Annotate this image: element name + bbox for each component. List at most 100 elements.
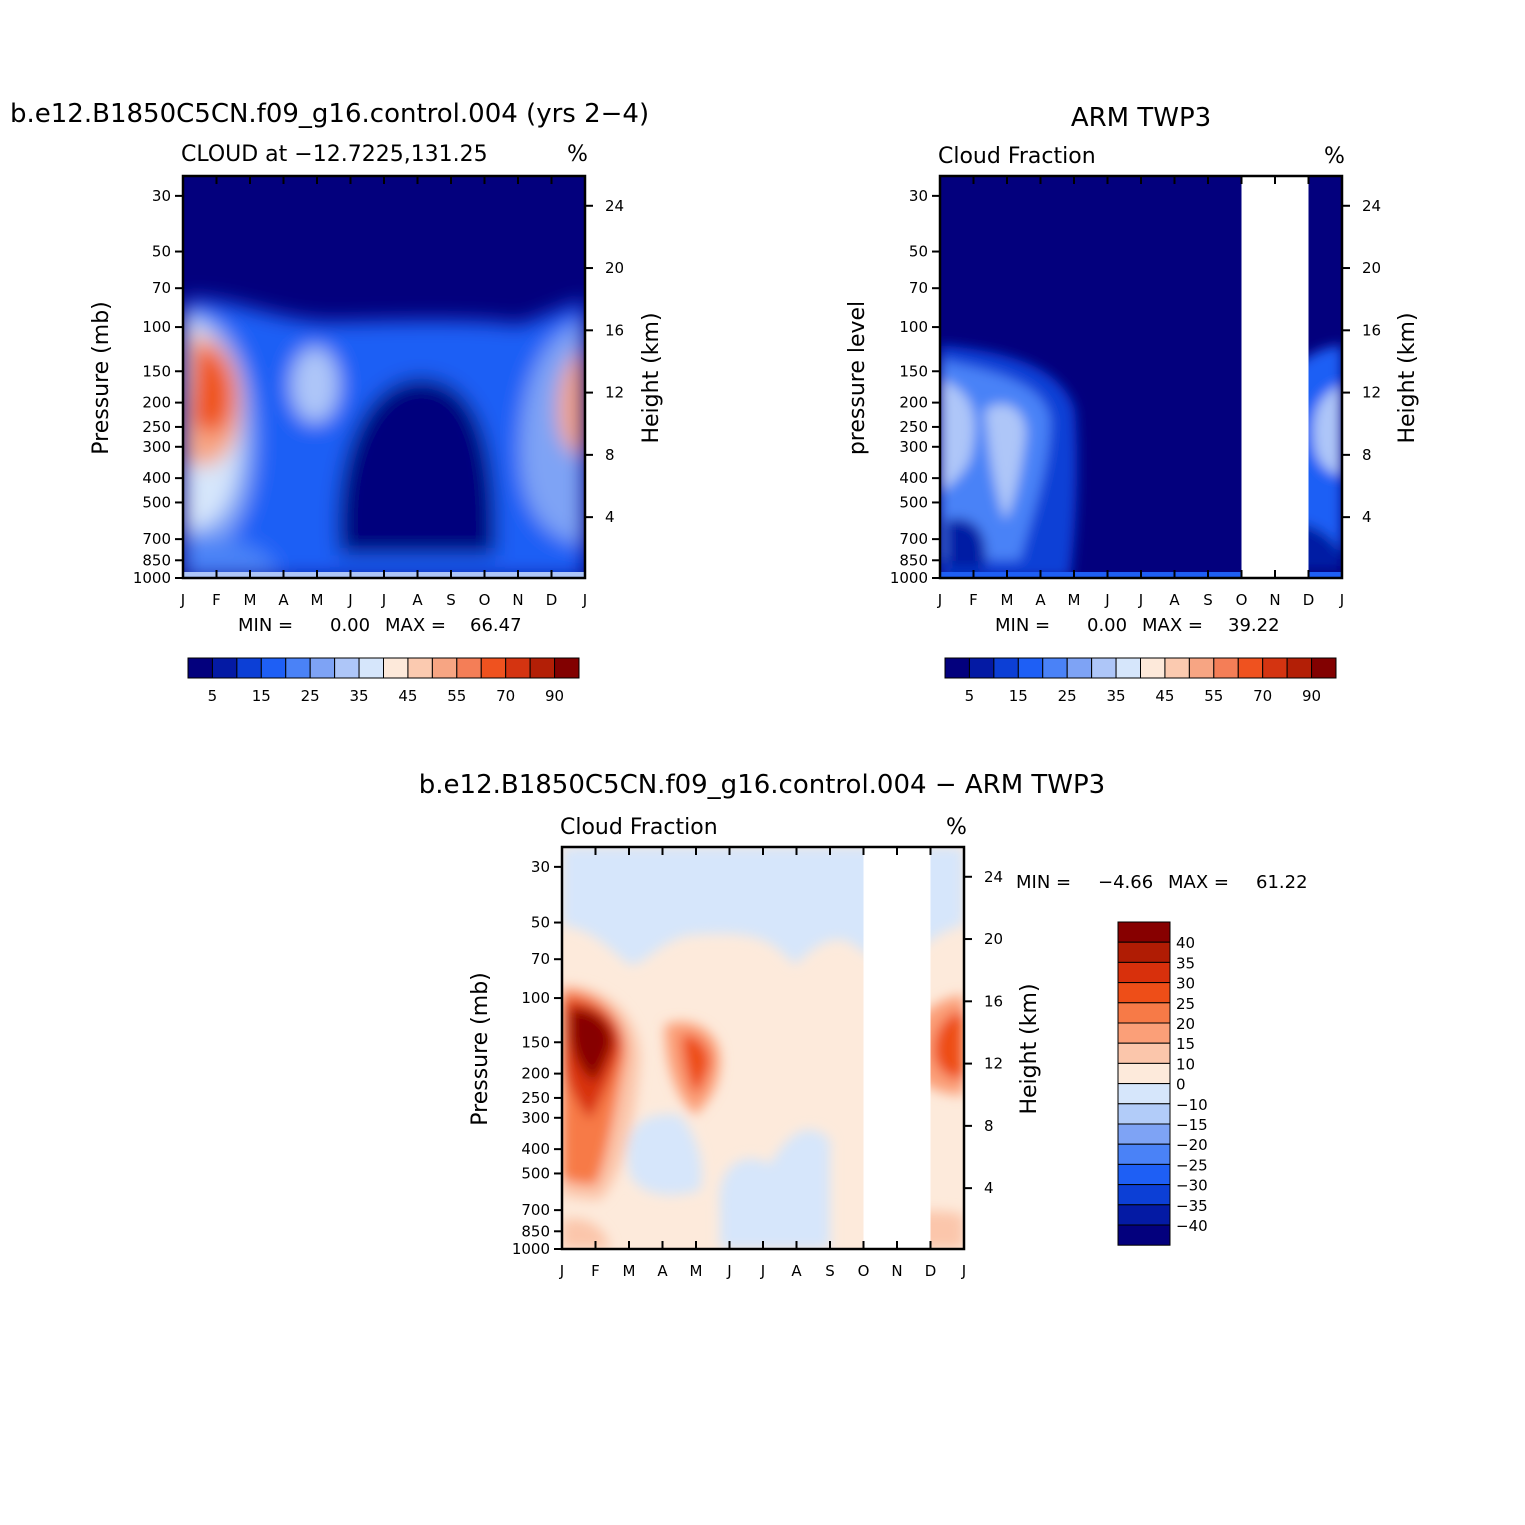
panel-obs-field (940, 176, 1342, 578)
panel-model-min-label: MIN = (238, 615, 293, 636)
colorbar-swatch (1286, 657, 1313, 679)
y-tick-label: 30 (152, 187, 171, 205)
field-region-darkred-left (570, 1009, 613, 1082)
colorbar-swatch (1115, 657, 1141, 679)
x-tick-label: A (1169, 591, 1180, 609)
field-region-light-mid (291, 347, 339, 423)
colorbar-label: −15 (1176, 1116, 1208, 1134)
x-tick-label: A (657, 1262, 668, 1280)
y-right-tick-label: 4 (1362, 508, 1372, 526)
panel-model-colorbar: 5 15 25 35 45 55 70 90 (187, 657, 580, 705)
y-tick-label: 30 (531, 858, 550, 876)
x-tick-label: S (446, 591, 456, 609)
y-tick-label: 100 (142, 318, 171, 336)
colorbar-swatch (1117, 1224, 1171, 1246)
x-tick-label: J (1339, 591, 1344, 609)
x-tick-label: J (559, 1262, 564, 1280)
panel-obs-axes: J F M A M J J A S O N D J 30 50 70 100 150 200 250 300 400 500… (890, 176, 1381, 609)
colorbar-label: 70 (496, 687, 515, 705)
colorbar-swatch (1117, 1163, 1171, 1186)
colorbar-swatch (1117, 1143, 1171, 1165)
x-tick-label: N (512, 591, 523, 609)
x-tick-label: O (479, 591, 491, 609)
x-tick-label: O (1236, 591, 1248, 609)
colorbar-label: 90 (545, 687, 564, 705)
colorbar-label: 15 (1176, 1035, 1195, 1053)
panel-model-min-value: 0.00 (330, 615, 370, 636)
colorbar-label: 45 (1155, 687, 1174, 705)
x-tick-label: J (180, 591, 185, 609)
colorbar-swatch (407, 657, 433, 679)
colorbar-label: 30 (1176, 975, 1195, 993)
colorbar-swatch (968, 657, 995, 679)
field-region-light-right (1313, 385, 1342, 475)
panel-obs-min-value: 0.00 (1087, 615, 1127, 636)
x-tick-label: A (791, 1262, 802, 1280)
colorbar-label: 45 (398, 687, 417, 705)
y-tick-label: 200 (521, 1065, 550, 1083)
x-tick-label: M (244, 591, 257, 609)
x-tick-label: N (891, 1262, 902, 1280)
y-right-tick-label: 24 (984, 868, 1003, 886)
colorbar-swatch (1237, 657, 1264, 679)
x-tick-label: J (381, 591, 386, 609)
colorbar-swatch (1117, 941, 1171, 963)
colorbar-swatch (1117, 1184, 1171, 1206)
x-tick-label: O (858, 1262, 870, 1280)
y-tick-label: 1000 (890, 569, 928, 587)
y-right-tick-label: 24 (605, 197, 624, 215)
y-tick-label: 850 (142, 551, 171, 569)
field-region-negative-low (719, 1129, 830, 1249)
y-tick-label: 700 (899, 530, 928, 548)
colorbar-label: −10 (1176, 1096, 1208, 1114)
panel-obs-max-value: 39.22 (1228, 615, 1280, 636)
y-tick-label: 400 (521, 1140, 550, 1158)
y-tick-label: 500 (521, 1164, 550, 1182)
panel-model-max-label: MAX = (385, 615, 446, 636)
y-right-tick-label: 20 (605, 259, 624, 277)
colorbar-swatch (1117, 1022, 1171, 1044)
panel-diff-title: b.e12.B1850C5CN.f09_g16.control.004 − AR… (419, 770, 1105, 800)
x-tick-label: F (212, 591, 221, 609)
colorbar-swatch (1117, 1042, 1171, 1064)
colorbar-label: 15 (252, 687, 271, 705)
panel-obs-min-label: MIN = (995, 615, 1050, 636)
y-right-tick-label: 8 (605, 446, 615, 464)
panel-diff-ylabel-right: Height (km) (1017, 983, 1042, 1114)
colorbar-swatch (358, 657, 384, 679)
y-right-tick-label: 16 (984, 992, 1003, 1010)
x-tick-label: S (1203, 591, 1213, 609)
colorbar-swatch (1117, 1204, 1171, 1226)
panel-model-field (183, 176, 585, 578)
colorbar-label: 90 (1302, 687, 1321, 705)
colorbar-label: 10 (1176, 1055, 1195, 1073)
colorbar-swatch (456, 657, 482, 679)
colorbar-swatch (1117, 921, 1171, 943)
colorbar-label: 0 (1176, 1076, 1186, 1094)
x-tick-label: J (1104, 591, 1109, 609)
panel-obs-missing-data (1241, 176, 1309, 578)
y-tick-label: 250 (142, 418, 171, 436)
panel-obs-subtitle: Cloud Fraction (938, 144, 1096, 169)
y-right-tick-label: 4 (605, 508, 615, 526)
colorbar-label: −20 (1176, 1136, 1208, 1154)
x-tick-label: N (1269, 591, 1280, 609)
colorbar-label: −35 (1176, 1197, 1208, 1215)
field-region-light-mid (985, 404, 1026, 520)
panel-diff: b.e12.B1850C5CN.f09_g16.control.004 − AR… (419, 770, 1308, 1280)
y-tick-label: 300 (142, 438, 171, 456)
panel-obs-ylabel: pressure level (845, 301, 870, 455)
colorbar-label: 5 (965, 687, 975, 705)
panel-diff-min-value: −4.66 (1098, 872, 1153, 893)
colorbar-swatch (1117, 1062, 1171, 1085)
x-tick-label: M (623, 1262, 636, 1280)
field-region-light-left (940, 380, 975, 490)
y-right-tick-label: 20 (984, 930, 1003, 948)
colorbar-swatch (1117, 1103, 1171, 1125)
colorbar-swatch (944, 657, 970, 679)
colorbar-swatch (1311, 657, 1337, 679)
colorbar-swatch (1117, 982, 1171, 1004)
y-tick-label: 150 (899, 362, 928, 380)
x-tick-label: M (690, 1262, 703, 1280)
panel-obs-units: % (1324, 144, 1345, 169)
